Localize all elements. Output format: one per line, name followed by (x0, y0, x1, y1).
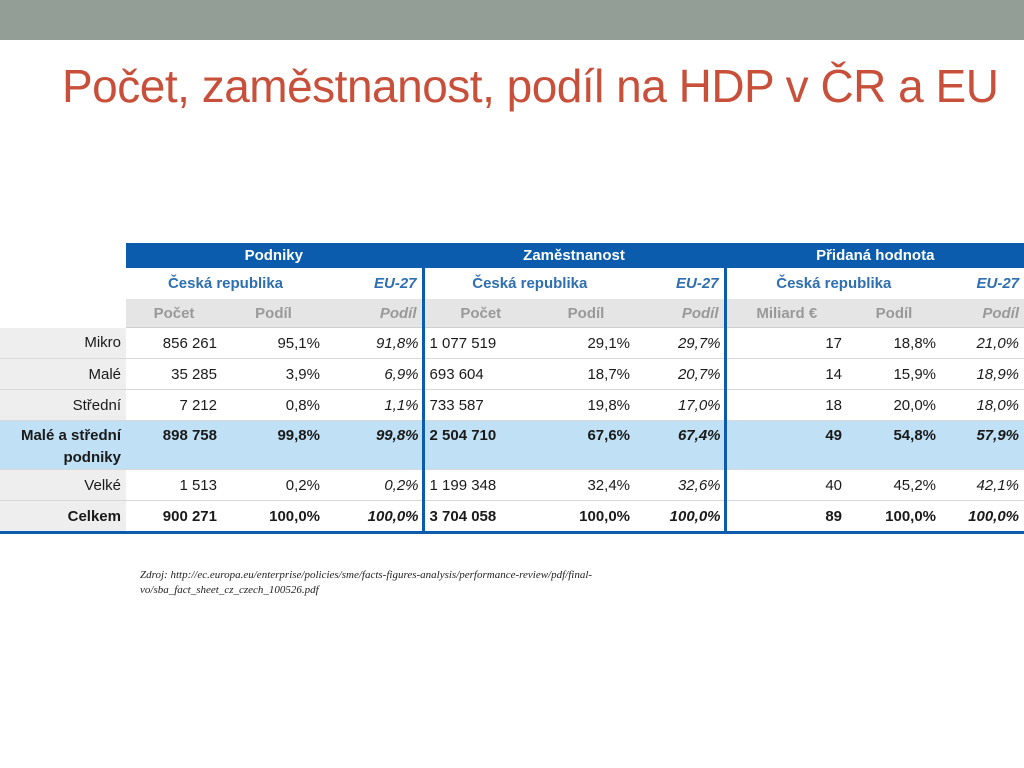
table-cell: 1 199 348 (421, 469, 538, 501)
column-header: Miliard € (723, 298, 848, 328)
table-cell: 100,0% (325, 500, 424, 534)
table-cell: 91,8% (325, 327, 424, 359)
table-cell: 89 (723, 500, 848, 534)
region-header-cr: Česká republika (421, 268, 636, 299)
table-cell: 40 (723, 469, 848, 501)
group-header-pridana-hodnota: Přidaná hodnota (723, 243, 1024, 268)
group-header-zamestnanost: Zaměstnanost (421, 243, 726, 268)
table-cell: 49 (723, 420, 848, 470)
column-header: Počet (126, 298, 222, 328)
region-header-row: Česká republika EU-27 Česká republika EU… (0, 268, 1024, 299)
table-cell: 733 587 (421, 389, 538, 421)
column-header: Podíl (847, 298, 942, 328)
sme-statistics-table: Podniky Zaměstnanost Přidaná hodnota Čes… (0, 243, 1024, 534)
column-header: Podíl (537, 298, 636, 328)
table-row-velke: Velké 1 513 0,2% 0,2% 1 199 348 32,4% 32… (0, 469, 1024, 501)
table-cell: 693 604 (421, 358, 538, 390)
table-cell: 14 (723, 358, 848, 390)
table-cell: 67,6% (537, 420, 636, 470)
table-cell: 99,8% (222, 420, 325, 470)
table-cell: 2 504 710 (421, 420, 538, 470)
table-cell: 1 077 519 (421, 327, 538, 359)
table-cell: 29,7% (635, 327, 726, 359)
top-bar (0, 0, 1024, 40)
table-cell: 57,9% (941, 420, 1024, 470)
column-header: Počet (421, 298, 538, 328)
table-cell: 19,8% (537, 389, 636, 421)
table-cell: 7 212 (126, 389, 222, 421)
table-cell: 100,0% (847, 500, 942, 534)
table-cell: 898 758 (126, 420, 222, 470)
table-cell: 45,2% (847, 469, 942, 501)
table-cell: 54,8% (847, 420, 942, 470)
table-cell: 100,0% (635, 500, 726, 534)
table-cell: 0,8% (222, 389, 325, 421)
table-cell: 18,0% (941, 389, 1024, 421)
table-cell: 0,2% (325, 469, 424, 501)
source-citation: Zdroj: http://ec.europa.eu/enterprise/po… (140, 569, 593, 596)
column-header: Podíl (222, 298, 325, 328)
table-cell: 18,9% (941, 358, 1024, 390)
table-cell: 100,0% (941, 500, 1024, 534)
region-header-eu: EU-27 (941, 268, 1024, 299)
table-row-stredni: Střední 7 212 0,8% 1,1% 733 587 19,8% 17… (0, 389, 1024, 421)
table-cell: 32,4% (537, 469, 636, 501)
table-cell: 6,9% (325, 358, 424, 390)
row-label: Malé a střední podniky (0, 420, 126, 470)
region-header-eu: EU-27 (635, 268, 726, 299)
table-cell: 15,9% (847, 358, 942, 390)
group-header-podniky: Podniky (126, 243, 424, 268)
table-cell: 35 285 (126, 358, 222, 390)
table-cell: 100,0% (222, 500, 325, 534)
table-cell: 0,2% (222, 469, 325, 501)
table-row-male: Malé 35 285 3,9% 6,9% 693 604 18,7% 20,7… (0, 358, 1024, 390)
region-header-cr: Česká republika (126, 268, 325, 299)
table-cell: 3 704 058 (421, 500, 538, 534)
group-header-row: Podniky Zaměstnanost Přidaná hodnota (0, 243, 1024, 268)
column-header: Podíl (635, 298, 726, 328)
row-label: Celkem (0, 500, 126, 534)
table-cell: 18 (723, 389, 848, 421)
column-header: Podíl (325, 298, 424, 328)
table-row-celkem: Celkem 900 271 100,0% 100,0% 3 704 058 1… (0, 500, 1024, 534)
table-cell: 29,1% (537, 327, 636, 359)
table-cell: 42,1% (941, 469, 1024, 501)
table-cell: 67,4% (635, 420, 726, 470)
region-header-eu: EU-27 (325, 268, 424, 299)
table-cell: 32,6% (635, 469, 726, 501)
table-cell: 95,1% (222, 327, 325, 359)
table-cell: 17,0% (635, 389, 726, 421)
table-cell: 21,0% (941, 327, 1024, 359)
row-label: Mikro (0, 327, 126, 359)
column-header: Podíl (941, 298, 1024, 328)
row-label: Střední (0, 389, 126, 421)
table-cell: 1 513 (126, 469, 222, 501)
row-label: Malé (0, 358, 126, 390)
region-header-cr: Česká republika (723, 268, 942, 299)
table-cell: 100,0% (537, 500, 636, 534)
table-cell: 20,7% (635, 358, 726, 390)
table-row-male-a-stredni-podniky: Malé a střední podniky 898 758 99,8% 99,… (0, 420, 1024, 470)
table-cell: 20,0% (847, 389, 942, 421)
table-cell: 99,8% (325, 420, 424, 470)
table-cell: 18,8% (847, 327, 942, 359)
table-cell: 17 (723, 327, 848, 359)
row-label: Velké (0, 469, 126, 501)
table-cell: 856 261 (126, 327, 222, 359)
table-cell: 18,7% (537, 358, 636, 390)
column-header-row: Počet Podíl Podíl Počet Podíl Podíl Mili… (0, 298, 1024, 328)
table-cell: 900 271 (126, 500, 222, 534)
table-cell: 3,9% (222, 358, 325, 390)
slide-title: Počet, zaměstnanost, podíl na HDP v ČR a… (62, 60, 999, 112)
table-row-mikro: Mikro 856 261 95,1% 91,8% 1 077 519 29,1… (0, 327, 1024, 359)
table-cell: 1,1% (325, 389, 424, 421)
